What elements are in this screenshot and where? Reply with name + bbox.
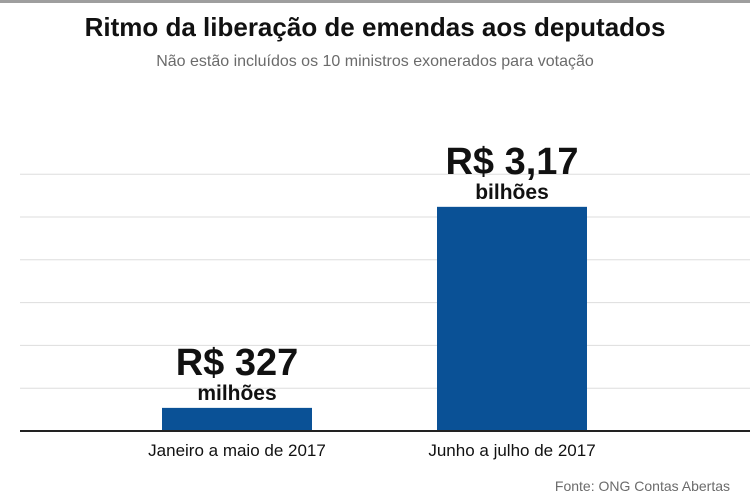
bar [437,206,587,431]
top-rule [0,0,750,3]
chart-title: Ritmo da liberação de emendas aos deputa… [84,12,666,42]
chart-subtitle: Não estão incluídos os 10 ministros exon… [156,53,594,70]
x-tick-label: Junho a julho de 2017 [428,441,595,460]
bar [162,407,312,431]
data-label-value: R$ 327 [176,342,299,384]
source-note: Fonte: ONG Contas Abertas [554,478,730,494]
data-label-unit: milhões [197,382,276,405]
data-label-unit: bilhões [475,181,549,204]
x-tick-label: Janeiro a maio de 2017 [148,441,326,460]
data-label-value: R$ 3,17 [445,141,578,183]
